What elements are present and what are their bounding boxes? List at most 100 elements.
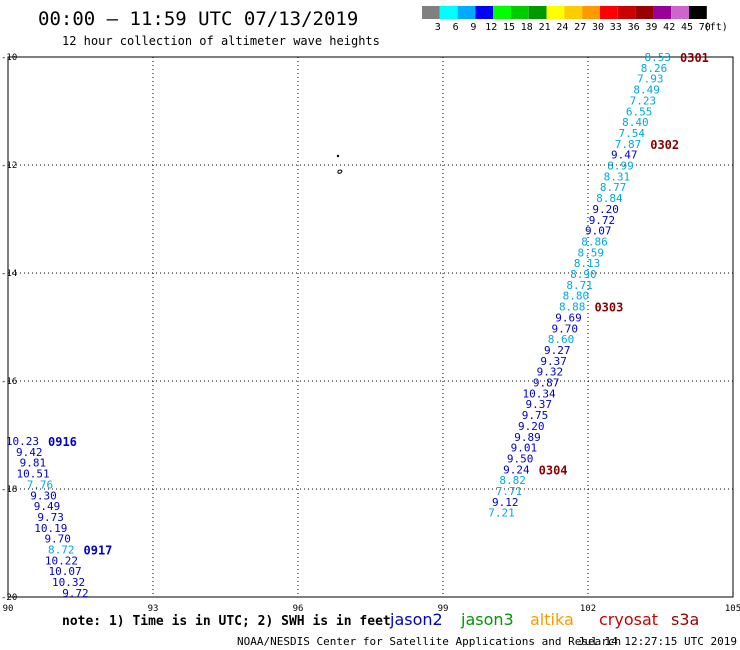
wave-height-label: 9.70 [552,322,579,335]
legend-swatch-24 [546,6,565,19]
wave-height-label: 8.59 [578,246,605,259]
wave-height-label: 9.75 [522,409,549,422]
wave-height-label: 9.20 [518,420,545,433]
wave-height-label: 7.21 [488,507,515,520]
satellite-legend: jason2 jason3 altika cryosat s3a [389,610,699,629]
wave-height-label: 10.19 [34,522,67,535]
wave-height-label: 9.37 [540,355,567,368]
legend-label: 12 [485,22,497,33]
wave-height-label: 6.55 [626,105,653,118]
wave-height-label: 8.49 [633,84,660,97]
wave-height-label: 7.93 [637,73,664,86]
wave-height-label: 8.60 [548,333,575,346]
wave-height-label: 10.07 [48,565,81,578]
y-tick-label: -10 [1,53,17,63]
wave-height-label: 9.73 [37,511,64,524]
wave-height-label: 8.31 [604,170,631,183]
wave-height-label: 8.90 [570,268,597,281]
legend-swatch-30 [582,6,600,19]
wave-height-label: 8.82 [499,474,526,487]
legend-swatch-12 [475,6,494,19]
x-tick-label: 90 [3,604,14,614]
wave-height-label: 9.50 [507,452,534,465]
legend-label: 15 [503,22,515,33]
wave-height-label: 9.47 [611,149,638,162]
wave-height-label: 9.12 [492,496,519,509]
wave-height-label: 9.87 [533,377,560,390]
pass-time-label: 0301 [680,51,709,65]
wave-height-label: 8.72 [48,544,75,557]
wave-height-label: 9.70 [44,533,71,546]
wave-height-label: 9.20 [592,203,619,216]
wave-height-label: 10.34 [523,387,556,400]
wave-height-label: 8.13 [574,257,601,270]
wave-height-label: 9.49 [34,500,61,513]
legend-label: 30 [592,22,604,33]
legend-label: 21 [539,22,551,33]
chart-subtitle: 12 hour collection of altimeter wave hei… [62,34,380,48]
satellite-cryosat: cryosat [599,610,658,629]
legend-label: 45 [681,22,693,33]
legend-swatch-18 [511,6,529,19]
timestamp-text: Jul 14 12:27:15 UTC 2019 [578,635,737,648]
wave-height-label: 10.51 [17,468,50,481]
satellite-s3a: s3a [671,610,699,629]
wave-height-label: 8.53 [645,51,672,64]
wave-height-label: 8.77 [600,181,627,194]
legend-label: 24 [556,22,568,33]
wave-height-label: 8.84 [596,192,623,205]
legend-label: 39 [645,22,657,33]
wave-height-label: 8.71 [566,279,593,292]
plot-frame [7,56,734,598]
wave-height-label: 9.81 [20,457,47,470]
wave-height-label: 9.72 [589,214,616,227]
wave-height-label: 9.01 [511,442,538,455]
legend-swatch-36 [617,6,636,19]
legend-label: 6 [453,22,459,33]
y-tick-label: -16 [1,377,17,387]
wave-height-label: 9.07 [585,225,612,238]
legend-label: 36 [628,22,640,33]
chart-title: 00:00 – 11:59 UTC 07/13/2019 [38,8,358,30]
wave-height-label: 9.24 [503,463,530,476]
legend-swatch-70 [689,6,707,19]
island-mark [336,154,340,158]
y-tick-label: -14 [1,269,17,279]
legend-swatch-33 [600,6,618,19]
wave-height-label: 9.69 [555,311,582,324]
pass-time-label: 0302 [650,138,679,152]
plot-area: 90 93 96 99 102 105 -10 -12 -14 -16 -18 -20 8.538.26… [1,51,740,614]
wave-height-label: 8.99 [607,160,634,173]
y-tick-label: -12 [1,161,17,171]
x-tick-label: 99 [438,604,449,614]
wave-height-label: 8.88 [559,301,586,314]
satellite-jason3: jason3 [460,610,514,629]
island-mark [337,169,343,174]
wave-height-label: 7.87 [615,138,642,151]
wave-height-label: 10.32 [52,576,85,589]
footer-note: note: 1) Time is in UTC; 2) SWH is in fe… [62,614,391,629]
legend-swatch-6 [439,6,458,19]
x-tick-label: 96 [293,604,304,614]
x-tick-label: 93 [148,604,159,614]
y-tick-label: -18 [1,485,17,495]
legend-swatch-9 [457,6,476,19]
wave-height-label: 8.40 [622,116,649,129]
legend-swatch-3 [422,6,440,19]
x-tick-label: 105 [725,604,740,614]
wave-height-label: 7.54 [618,127,645,140]
legend-swatch-27 [564,6,583,19]
legend-label: 42 [663,22,675,33]
wave-height-label: 9.89 [514,431,541,444]
wave-height-label: 7.23 [630,94,657,107]
pass-time-label: 0303 [594,301,623,315]
legend-swatch-45 [671,6,689,19]
wave-height-label: 8.80 [563,290,590,303]
wave-height-label: 8.26 [641,62,668,75]
wave-height-label: 10.22 [45,554,78,567]
legend-label: 3 [435,22,441,33]
pass-time-label: 0916 [48,435,77,449]
wave-height-label: 7.71 [496,485,523,498]
legend-label: 33 [610,22,622,33]
legend-unit: (ft) [704,22,728,33]
